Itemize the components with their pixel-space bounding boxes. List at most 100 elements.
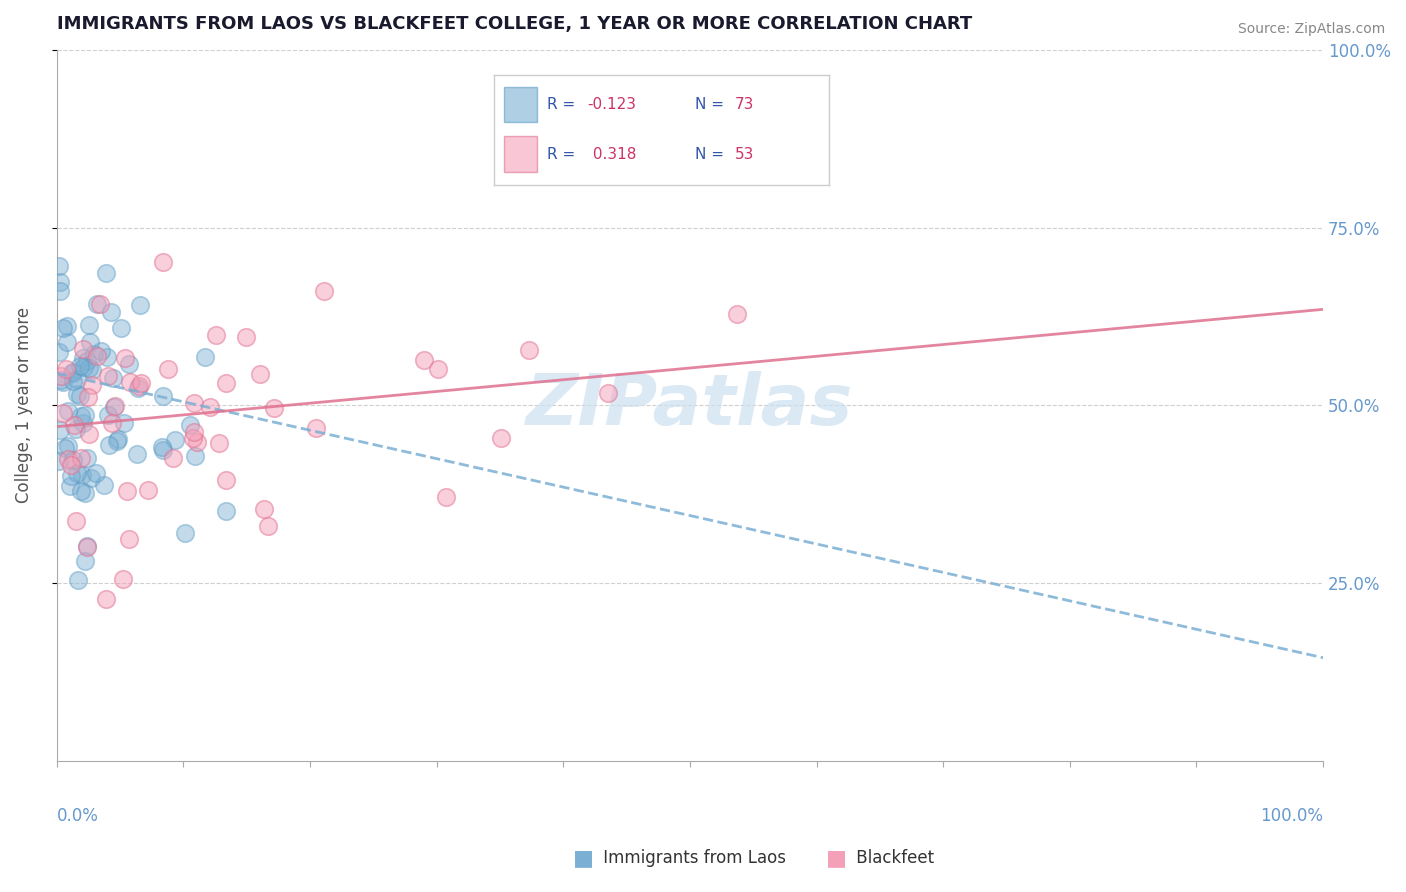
Point xyxy=(183,450,205,464)
Point xyxy=(215,504,238,518)
Text: 100.0%: 100.0% xyxy=(1260,807,1323,825)
Point xyxy=(118,375,141,389)
Point xyxy=(76,539,98,553)
Point xyxy=(51,368,73,383)
Y-axis label: College, 1 year or more: College, 1 year or more xyxy=(15,307,32,503)
Point xyxy=(194,351,217,365)
Point xyxy=(73,359,96,374)
Point xyxy=(60,366,83,380)
Point xyxy=(115,484,138,499)
Point xyxy=(48,345,70,359)
Point xyxy=(62,453,84,467)
Point xyxy=(305,421,328,435)
Point xyxy=(215,473,238,487)
Point xyxy=(76,450,98,465)
Point xyxy=(725,307,748,321)
Point xyxy=(96,351,118,365)
Point xyxy=(56,451,79,466)
Point xyxy=(90,343,112,358)
Point xyxy=(97,368,120,383)
Point xyxy=(80,471,103,485)
Point xyxy=(200,400,222,414)
Point xyxy=(183,425,205,439)
Point xyxy=(83,347,105,361)
Point xyxy=(96,409,118,423)
Point xyxy=(127,381,149,395)
Point xyxy=(215,376,238,390)
Point xyxy=(162,450,184,465)
Point xyxy=(434,490,457,504)
Point xyxy=(60,458,83,473)
Point xyxy=(152,442,174,457)
Point xyxy=(48,454,70,468)
Point xyxy=(112,572,135,586)
Point xyxy=(165,433,187,447)
Point xyxy=(58,439,80,453)
Point xyxy=(186,435,208,450)
Point xyxy=(70,483,93,498)
Point xyxy=(100,305,122,319)
Point xyxy=(235,330,257,344)
Point xyxy=(65,422,87,436)
Point xyxy=(59,479,82,493)
Point xyxy=(62,365,84,379)
Point xyxy=(80,363,103,377)
Point xyxy=(65,514,87,528)
Point xyxy=(98,438,121,452)
Point xyxy=(263,401,285,416)
Point xyxy=(257,519,280,533)
Point xyxy=(105,434,128,448)
Point xyxy=(101,371,124,385)
Point xyxy=(48,259,70,273)
Point xyxy=(55,335,77,350)
Point xyxy=(489,430,512,444)
Point xyxy=(76,540,98,554)
Text: Source: ZipAtlas.com: Source: ZipAtlas.com xyxy=(1237,22,1385,37)
Point xyxy=(72,342,94,356)
Point xyxy=(598,385,620,400)
Point xyxy=(79,360,101,375)
Point xyxy=(69,359,91,373)
Point xyxy=(152,254,174,268)
Point xyxy=(249,367,271,381)
Point xyxy=(66,386,89,401)
Point xyxy=(114,351,136,365)
Point xyxy=(127,446,149,460)
Point xyxy=(66,372,89,386)
Text: 0.0%: 0.0% xyxy=(56,807,98,825)
Point xyxy=(157,362,180,376)
Point xyxy=(103,400,125,414)
Text: Immigrants from Laos: Immigrants from Laos xyxy=(598,849,786,867)
Point xyxy=(56,318,79,333)
Point xyxy=(66,573,89,587)
Text: ■: ■ xyxy=(574,848,593,868)
Point xyxy=(89,297,111,311)
Point xyxy=(94,266,117,280)
Point xyxy=(79,334,101,349)
Point xyxy=(110,320,132,334)
Point xyxy=(55,362,77,376)
Text: IMMIGRANTS FROM LAOS VS BLACKFEET COLLEGE, 1 YEAR OR MORE CORRELATION CHART: IMMIGRANTS FROM LAOS VS BLACKFEET COLLEG… xyxy=(56,15,972,33)
Point xyxy=(118,532,141,546)
Point xyxy=(52,321,75,335)
Point xyxy=(152,388,174,402)
Point xyxy=(86,297,108,311)
Text: ZIPatlas: ZIPatlas xyxy=(526,371,853,440)
Point xyxy=(66,466,89,480)
Point xyxy=(86,466,108,480)
Point xyxy=(77,426,100,441)
Point xyxy=(86,349,108,363)
Point xyxy=(52,406,75,420)
Point xyxy=(49,275,72,289)
Point xyxy=(72,351,94,365)
Point xyxy=(136,483,159,498)
Point xyxy=(93,477,115,491)
Point xyxy=(427,362,450,376)
Point xyxy=(208,435,231,450)
Point xyxy=(107,433,129,447)
Point xyxy=(183,431,205,445)
Point xyxy=(73,486,96,500)
Point xyxy=(62,374,84,388)
Point xyxy=(52,375,75,389)
Point xyxy=(179,418,201,433)
